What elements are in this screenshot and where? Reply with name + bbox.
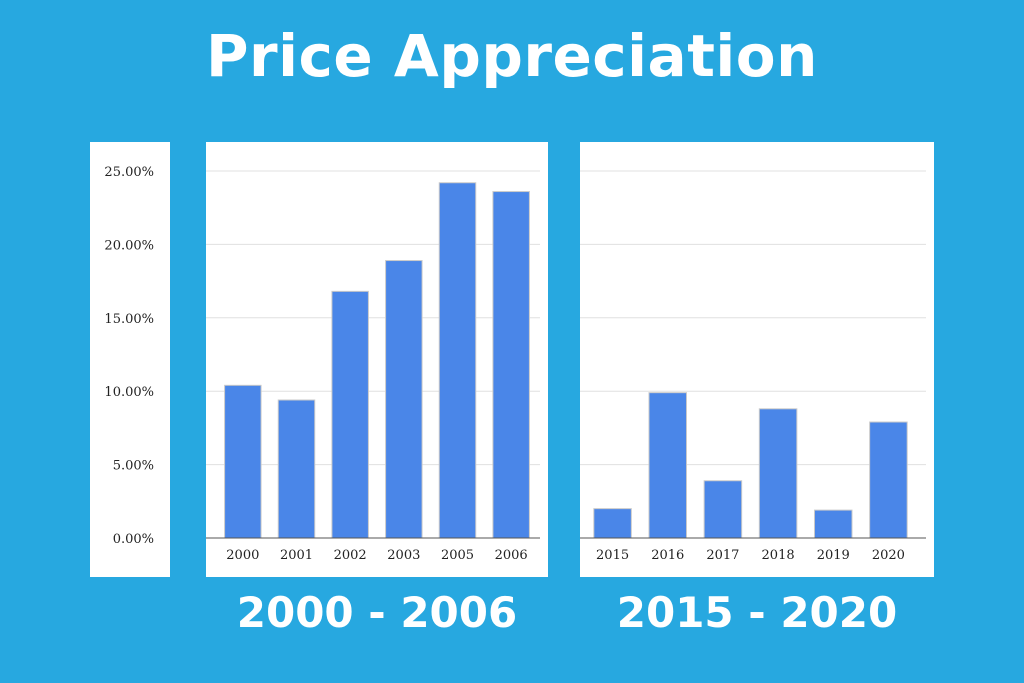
y-axis: 0.00% 5.00% 10.00% 15.00% 20.00% 25.00% (104, 165, 154, 547)
x-tick-label: 2002 (334, 548, 367, 563)
x-tick-label: 2017 (706, 548, 739, 563)
bar-2020 (869, 421, 908, 539)
x-tick-label: 2018 (762, 548, 795, 563)
x-tick-label: 2000 (226, 548, 259, 563)
y-tick-label: 0.00% (113, 532, 154, 547)
x-tick-label: 2016 (651, 548, 684, 563)
bar-2016 (648, 392, 688, 539)
bar-2017 (703, 480, 743, 539)
bar-2019 (813, 509, 853, 539)
bar-2003 (385, 260, 423, 539)
chart-caption-2000-2006: 2000 - 2006 (236, 588, 518, 637)
x-tick-label: 2001 (280, 548, 313, 563)
x-tick-label: 2005 (441, 548, 474, 563)
x-tick-label: 2003 (387, 548, 420, 563)
y-tick-label: 5.00% (113, 459, 154, 474)
bar-2002 (331, 290, 369, 539)
x-tick-label: 2015 (596, 548, 629, 563)
y-tick-label: 25.00% (104, 165, 154, 180)
chart-panel-2015-2020: 2015 2016 2017 2018 2019 2020 (580, 142, 934, 577)
bar-2018 (758, 408, 798, 539)
x-tick-label: 2006 (495, 548, 528, 563)
x-tick-label: 2019 (817, 548, 850, 563)
page-title: Price Appreciation (206, 22, 818, 90)
bar-2005 (438, 182, 477, 539)
bar-chart-2000-2006: 2000 2001 2002 2003 2005 2006 (206, 170, 540, 563)
chart-panel-2000-2006: 2000 2001 2002 2003 2005 2006 (206, 142, 548, 577)
bar-chart-2015-2020: 2015 2016 2017 2018 2019 2020 (580, 170, 926, 563)
x-tick-label: 2020 (872, 548, 905, 563)
chart-caption-2015-2020: 2015 - 2020 (616, 588, 898, 637)
bar-2015 (593, 508, 632, 539)
y-tick-label: 20.00% (104, 238, 154, 253)
y-axis-panel: 0.00% 5.00% 10.00% 15.00% 20.00% 25.00% (90, 142, 170, 577)
y-tick-label: 15.00% (104, 312, 154, 327)
bar-2006 (492, 191, 530, 539)
bar-2001 (277, 399, 316, 539)
bar-2000 (224, 384, 262, 539)
y-tick-label: 10.00% (104, 385, 154, 400)
